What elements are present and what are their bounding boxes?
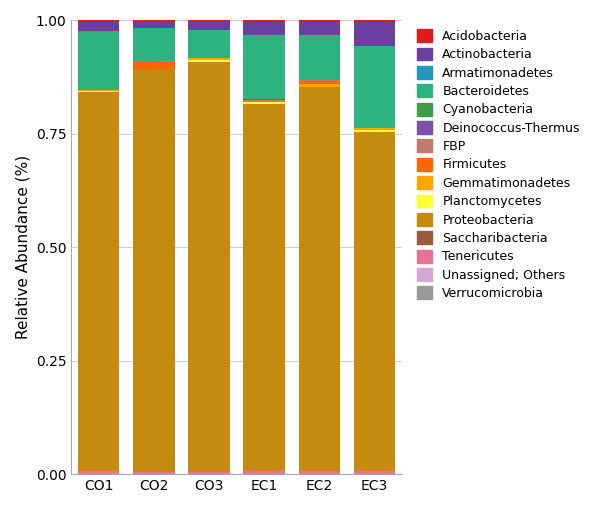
Bar: [188, 30, 230, 58]
Bar: [78, 92, 119, 470]
Bar: [78, 22, 119, 31]
Bar: [354, 471, 395, 474]
Bar: [133, 28, 175, 61]
Bar: [78, 31, 119, 90]
Bar: [354, 46, 395, 128]
Bar: [299, 20, 340, 22]
Legend: Acidobacteria, Actinobacteria, Armatimonadetes, Bacteroidetes, Cyanobacteria, De: Acidobacteria, Actinobacteria, Armatimon…: [415, 27, 583, 303]
Bar: [188, 21, 230, 30]
Bar: [354, 130, 395, 132]
Bar: [188, 60, 230, 62]
Bar: [133, 62, 175, 69]
Bar: [188, 20, 230, 21]
Bar: [299, 83, 340, 87]
Bar: [133, 21, 175, 28]
Bar: [244, 22, 285, 35]
Bar: [354, 132, 395, 471]
Bar: [299, 80, 340, 81]
Bar: [244, 99, 285, 101]
Bar: [133, 20, 175, 21]
Bar: [78, 20, 119, 22]
Bar: [133, 472, 175, 474]
Bar: [133, 69, 175, 472]
Bar: [299, 22, 340, 35]
Bar: [354, 20, 395, 22]
Bar: [244, 104, 285, 471]
Bar: [244, 102, 285, 104]
Bar: [299, 35, 340, 80]
Bar: [244, 20, 285, 22]
Bar: [299, 87, 340, 471]
Bar: [244, 471, 285, 474]
Bar: [354, 22, 395, 46]
Y-axis label: Relative Abundance (%): Relative Abundance (%): [15, 155, 30, 339]
Bar: [133, 61, 175, 62]
Bar: [354, 128, 395, 130]
Bar: [78, 91, 119, 92]
Bar: [78, 90, 119, 91]
Bar: [188, 58, 230, 60]
Bar: [244, 35, 285, 99]
Bar: [244, 101, 285, 102]
Bar: [78, 470, 119, 474]
Bar: [188, 472, 230, 474]
Bar: [299, 81, 340, 83]
Bar: [299, 471, 340, 474]
Bar: [188, 62, 230, 472]
